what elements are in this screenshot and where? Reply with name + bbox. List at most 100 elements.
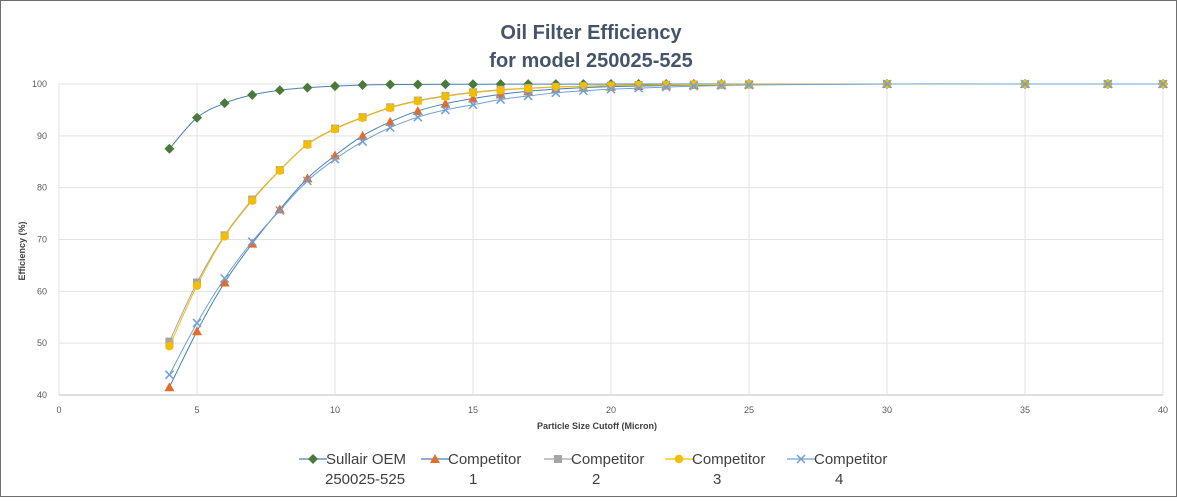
x-marker-stroke [330,154,340,164]
series-line [169,83,1163,150]
data-point [468,100,478,110]
legend: Sullair OEM250025-525Competitor1Competit… [299,451,887,488]
data-point [440,105,450,115]
series-2 [164,79,1168,392]
data-point [192,318,202,328]
legend-label-line1: Competitor [814,451,887,468]
y-tick-label: 90 [37,131,47,141]
y-tick-label: 70 [37,235,47,245]
data-point [385,116,396,126]
data-point [165,342,174,351]
x-marker-stroke [1158,79,1168,89]
x-marker-stroke [275,205,285,216]
x-tick-label: 40 [1158,405,1168,415]
data-point [164,143,175,154]
legend-marker [674,454,684,464]
x-tick-label: 5 [194,405,199,415]
legend-label-line1: Competitor [692,451,765,468]
legend-marker [430,454,440,463]
legend-label-line2: 2 [592,471,600,488]
data-point [274,85,285,96]
data-point [385,123,395,133]
data-point [689,81,699,91]
axis-ticks: 40 50 60 70 80 90 100 0 5 10 15 20 25 30 35 40 [32,79,1168,415]
data-point [440,79,451,90]
data-point [468,79,478,90]
x-marker-stroke [578,86,588,96]
data-point [275,166,285,175]
x-tick-label: 15 [468,405,478,415]
data-point [220,232,229,241]
data-point [1158,79,1168,89]
x-marker-stroke [551,88,561,98]
x-marker-stroke [661,82,671,92]
data-point [717,80,726,89]
data-point [579,82,588,91]
data-point [496,95,506,105]
data-point [192,326,202,336]
data-point [468,88,478,98]
y-tick-label: 40 [37,390,47,400]
data-point [634,83,644,93]
series-line [168,83,1163,388]
y-tick-label: 60 [37,286,47,296]
x-marker-stroke [523,91,533,101]
x-tick-label: 0 [56,405,61,415]
legend-label-line2: 4 [835,471,843,488]
legend-label-line1: Sullair OEM [326,451,406,468]
data-point [412,79,423,90]
data-point [412,105,423,115]
legend-label-line1: Competitor [448,451,521,468]
x-marker-stroke [247,237,257,247]
data-point [385,103,395,113]
series-4 [165,79,1168,351]
x-marker-stroke [358,137,368,147]
x-marker-stroke [385,123,395,133]
x-tick-label: 25 [744,405,754,415]
x-marker-stroke [220,273,230,283]
legend-label-line2: 1 [469,471,477,488]
legend-label-line1: Competitor [571,451,644,468]
y-tick-label: 50 [37,338,47,348]
x-marker-stroke [164,370,174,380]
series-layer [164,79,1168,392]
data-point [247,237,257,247]
chart-title-line1: Oil Filter Efficiency [500,22,682,44]
data-point [1020,79,1030,89]
x-tick-label: 30 [882,405,892,415]
x-marker-stroke [634,83,644,93]
x-axis-label: Particle Size Cutoff (Micron) [537,421,657,431]
data-point [330,81,340,92]
data-point [413,112,423,122]
data-point [523,91,533,101]
data-point [523,84,533,93]
x-marker-stroke [302,176,312,186]
legend-entry-2: Competitor 1 [421,451,521,488]
data-point [358,113,367,122]
legend-label-line2: 3 [713,471,721,488]
data-point [302,82,313,93]
x-marker-stroke [744,80,754,90]
legend-marker [796,454,806,464]
data-point [468,93,478,103]
data-point [385,79,396,90]
x-marker-stroke [882,79,892,89]
legend-entry-4: Competitor 3 [665,451,765,488]
data-point [716,81,726,91]
x-tick-label: 20 [606,405,616,415]
y-tick-label: 100 [32,79,47,89]
legend-marker [554,455,562,463]
data-point [164,382,175,392]
data-point [357,80,368,91]
data-point [274,204,285,214]
data-point [247,196,257,205]
data-point [330,154,340,164]
x-marker-stroke [468,100,478,110]
x-marker-stroke [689,81,699,91]
legend-entry-5: Competitor 4 [787,451,887,488]
data-point [358,137,368,147]
data-point [219,98,230,109]
data-point [1103,79,1113,89]
data-point [551,82,561,92]
